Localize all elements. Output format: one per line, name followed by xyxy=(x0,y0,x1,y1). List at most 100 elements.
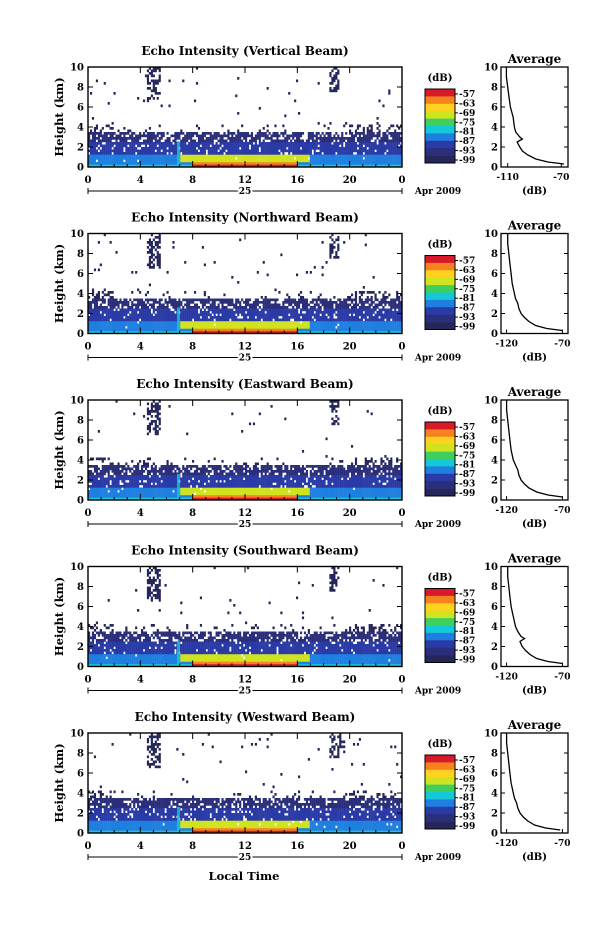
colorbar xyxy=(425,755,455,829)
avg-y-tick-label: 0 xyxy=(491,496,498,507)
colorbar-unit: (dB) xyxy=(428,739,453,750)
avg-x-tick-label: -70 xyxy=(554,506,570,516)
colorbar-swatch xyxy=(425,444,455,452)
avg-x-tick-label: -70 xyxy=(553,173,569,183)
x-tick-label: 0 xyxy=(399,675,406,686)
x-tick-label: 20 xyxy=(343,175,357,186)
colorbar-swatch xyxy=(425,822,455,830)
avg-y-tick-label: 2 xyxy=(491,642,498,653)
colorbar-swatch xyxy=(425,278,455,286)
heatmap-cells xyxy=(88,67,402,167)
panel-title: Echo Intensity (Westward Beam) xyxy=(135,710,356,724)
colorbar-tick-label: -99 xyxy=(459,489,475,499)
average-title: Average xyxy=(507,52,562,66)
colorbar-swatch xyxy=(425,770,455,778)
colorbar-swatch xyxy=(425,263,455,271)
x-tick-label: 4 xyxy=(137,841,144,852)
y-tick-label: 4 xyxy=(77,789,84,800)
x-tick-label: 0 xyxy=(399,342,406,353)
avg-x-tick-label: -110 xyxy=(496,173,519,183)
avg-y-tick-label: 0 xyxy=(491,829,498,840)
y-axis-title: Height (km) xyxy=(52,244,66,323)
heatmap-cells xyxy=(88,567,402,667)
colorbar-swatch xyxy=(425,270,455,278)
y-tick-label: 6 xyxy=(77,769,84,780)
avg-x-tick-label: -120 xyxy=(495,340,518,350)
average-frame xyxy=(501,567,568,667)
avg-y-tick-label: 4 xyxy=(491,456,498,467)
average-xlabel: (dB) xyxy=(522,852,547,863)
average-xlabel: (dB) xyxy=(522,686,547,697)
x-tick-label: 4 xyxy=(137,342,144,353)
colorbar-swatch xyxy=(425,452,455,460)
colorbar-swatch xyxy=(425,89,455,97)
heatmap-cells xyxy=(88,234,402,334)
colorbar-swatch xyxy=(425,807,455,815)
average-profile-line xyxy=(507,400,563,497)
x-tick-label: 12 xyxy=(238,508,252,519)
colorbar-swatch xyxy=(425,640,455,648)
y-axis-title: Height (km) xyxy=(52,577,66,656)
colorbar-swatch xyxy=(425,422,455,430)
colorbar-swatch xyxy=(425,119,455,127)
avg-x-tick-label: -70 xyxy=(554,839,570,849)
colorbar-swatch xyxy=(425,437,455,445)
avg-y-tick-label: 8 xyxy=(491,749,498,760)
y-tick-label: 2 xyxy=(77,309,84,320)
colorbar-tick-label: -99 xyxy=(459,156,475,166)
colorbar-swatch xyxy=(425,256,455,264)
x-tick-label: 20 xyxy=(343,342,357,353)
x-tick-label: 4 xyxy=(137,675,144,686)
avg-y-tick-label: 2 xyxy=(491,476,498,487)
y-tick-label: 4 xyxy=(77,622,84,633)
x-tick-label: 0 xyxy=(85,342,92,353)
avg-x-tick-label: -120 xyxy=(495,506,518,516)
day-label: 25 xyxy=(239,687,252,697)
x-tick-label: 8 xyxy=(189,342,196,353)
colorbar-swatch xyxy=(425,596,455,604)
x-tick-label: 0 xyxy=(399,175,406,186)
colorbar-swatch xyxy=(425,156,455,164)
streak xyxy=(177,641,180,667)
avg-y-tick-label: 6 xyxy=(491,769,498,780)
colorbar-swatch xyxy=(425,799,455,807)
colorbar-tick-label: -99 xyxy=(459,656,475,666)
y-axis-title: Height (km) xyxy=(52,743,66,822)
colorbar-swatch xyxy=(425,611,455,619)
x-tick-label: 8 xyxy=(189,675,196,686)
date-label: Apr 2009 xyxy=(414,187,461,197)
colorbar-swatch xyxy=(425,300,455,308)
y-tick-label: 0 xyxy=(77,496,84,507)
avg-y-tick-label: 0 xyxy=(491,329,498,340)
colorbar-swatch xyxy=(425,133,455,141)
x-tick-label: 12 xyxy=(238,342,252,353)
colorbar-swatch xyxy=(425,315,455,323)
colorbar-unit: (dB) xyxy=(428,240,453,251)
colorbar-unit: (dB) xyxy=(428,73,453,84)
colorbar-unit: (dB) xyxy=(428,573,453,584)
y-tick-label: 6 xyxy=(77,103,84,114)
x-tick-label: 16 xyxy=(290,841,304,852)
heatmap-cells xyxy=(88,400,402,500)
average-xlabel: (dB) xyxy=(522,186,547,197)
avg-y-tick-label: 10 xyxy=(484,729,498,740)
panel-title: Echo Intensity (Northward Beam) xyxy=(131,211,359,225)
panel-title: Echo Intensity (Eastward Beam) xyxy=(136,377,353,391)
average-title: Average xyxy=(507,552,562,566)
x-tick-label: 0 xyxy=(85,675,92,686)
x-tick-label: 0 xyxy=(85,841,92,852)
avg-y-tick-label: 8 xyxy=(491,416,498,427)
y-tick-label: 6 xyxy=(77,602,84,613)
colorbar-swatch xyxy=(425,814,455,822)
avg-y-tick-label: 0 xyxy=(491,163,498,174)
avg-y-tick-label: 10 xyxy=(484,396,498,407)
x-tick-label: 4 xyxy=(137,175,144,186)
colorbar-swatch xyxy=(425,792,455,800)
y-tick-label: 10 xyxy=(70,63,84,74)
avg-y-tick-label: 2 xyxy=(491,143,498,154)
avg-y-tick-label: 2 xyxy=(491,309,498,320)
